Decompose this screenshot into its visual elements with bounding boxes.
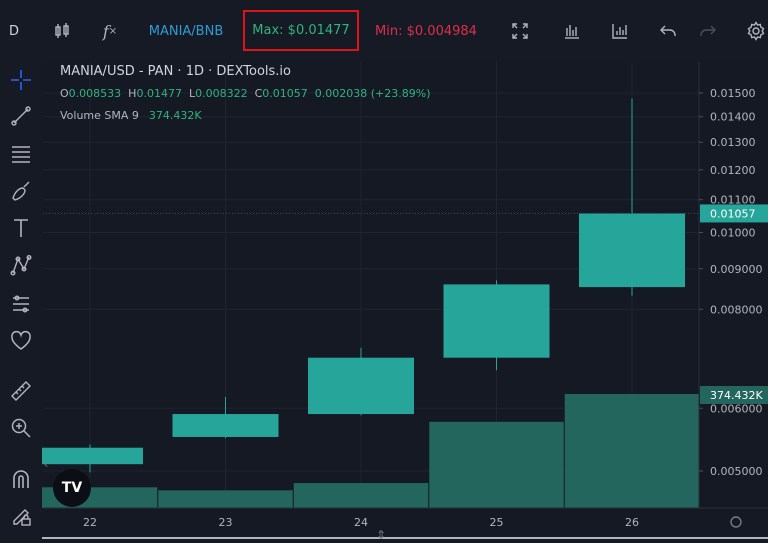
undo-icon[interactable] [656, 0, 680, 62]
fib-lines-icon[interactable] [7, 140, 35, 168]
tradingview-logo: TV [53, 469, 91, 507]
change-value: 0.002038 (+23.89%) [314, 87, 431, 100]
x-tick-label: 26 [625, 516, 639, 529]
fullscreen-icon[interactable] [508, 0, 532, 62]
candle-body [172, 414, 279, 437]
x-tick-label: 25 [490, 516, 504, 529]
y-tick-label: 0.008000 [710, 303, 763, 316]
high-value: 0.01477 [136, 87, 182, 100]
last-price-label: 0.01057 [710, 207, 756, 220]
drawing-toolbar [0, 62, 42, 543]
max-price-label: Max: $0.01477 [243, 10, 359, 51]
magnet-icon[interactable] [7, 465, 35, 493]
high-key: H [128, 87, 137, 100]
bar-chart-icon[interactable] [560, 0, 584, 62]
resize-handle-icon[interactable]: ⇕ [376, 528, 387, 542]
pattern-icon[interactable] [7, 252, 35, 280]
volume-indicator-label: Volume SMA 9 [60, 109, 139, 122]
y-tick-label: 0.005000 [710, 465, 763, 478]
crosshair-icon[interactable] [7, 66, 35, 94]
text-icon[interactable] [7, 214, 35, 242]
y-tick-label: 0.01300 [710, 136, 756, 149]
chart-legend-title: MANIA/USD - PAN · 1D · DEXTools.io [60, 64, 291, 79]
redo-icon[interactable] [696, 0, 720, 62]
y-tick-label: 0.01500 [710, 87, 756, 100]
y-tick-label: 0.009000 [710, 263, 763, 276]
pair-selector[interactable]: MANIA/BNB [148, 23, 224, 39]
close-value: 0.01057 [262, 87, 308, 100]
y-tick-label: 0.01000 [710, 227, 756, 240]
volume-value-tag [700, 386, 768, 404]
volume-bar [158, 490, 293, 508]
volume-indicator-value: 374.432K [148, 109, 202, 122]
volume-legend: Volume SMA 9 374.432K [60, 109, 202, 122]
axis-settings-gear-icon[interactable] [730, 516, 742, 528]
open-key: O [60, 87, 69, 100]
y-tick-label: 0.006000 [710, 402, 763, 415]
gear-icon[interactable] [744, 0, 768, 62]
ohlc-readout: O0.008533 H0.01477 L0.008322 C0.01057 0.… [60, 87, 431, 100]
candle-body [579, 213, 685, 288]
volume-value-label: 374.432K [710, 389, 763, 402]
heart-icon[interactable] [7, 327, 35, 355]
lock-pen-icon[interactable] [7, 502, 35, 530]
candle-body [37, 447, 143, 465]
volume-bar [293, 483, 429, 508]
low-key: L [188, 87, 196, 100]
y-tick-label: 0.01400 [710, 111, 756, 124]
top-toolbar: D f × MANIA/BNB Max: $0.01477 Min: $0.004… [0, 0, 768, 62]
min-price-label: Min: $0.004984 [375, 23, 477, 39]
open-value: 0.008533 [68, 87, 122, 100]
collapse-arrow-icon[interactable]: ‹ [44, 458, 49, 471]
low-value: 0.008322 [195, 87, 248, 100]
candles-icon[interactable] [48, 0, 76, 62]
ruler-icon[interactable] [7, 377, 35, 405]
x-tick-label: 23 [219, 516, 233, 529]
candle-body [443, 284, 550, 358]
y-tick-label: 0.01200 [710, 164, 756, 177]
measure-lines-icon[interactable] [7, 290, 35, 318]
close-key: C [254, 87, 263, 100]
x-tick-label: 22 [83, 516, 97, 529]
brush-icon[interactable] [7, 177, 35, 205]
trendline-icon[interactable] [7, 102, 35, 130]
volume-bar [564, 394, 700, 508]
interval-button[interactable]: D [8, 23, 19, 39]
zoom-in-icon[interactable] [7, 414, 35, 442]
price-axis [699, 62, 768, 508]
x-tick-label: 24 [354, 516, 368, 529]
indicators-icon[interactable]: f × [102, 21, 118, 41]
last-price-tag [700, 204, 768, 223]
volume-bar [429, 421, 564, 508]
chart-settings-icon[interactable] [608, 0, 632, 62]
y-tick-label: 0.01100 [710, 194, 756, 207]
candle-body [308, 357, 414, 415]
